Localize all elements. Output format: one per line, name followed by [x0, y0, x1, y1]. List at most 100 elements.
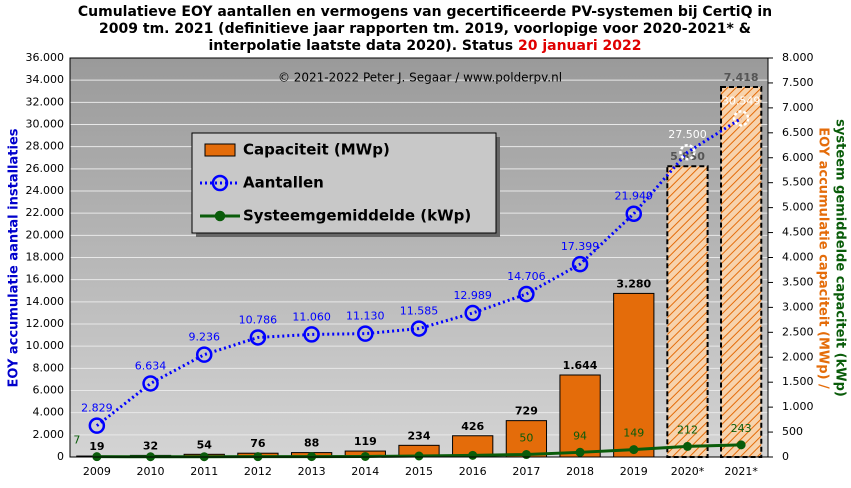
series-point [357, 325, 374, 342]
bar [666, 165, 709, 458]
point-value-label: 21.949 [615, 190, 654, 203]
y2-tick-label: 6.000 [782, 151, 814, 164]
legend-marker [211, 174, 229, 192]
y-tick-label: 12.000 [26, 317, 65, 330]
y2-tick-label: 1.000 [782, 400, 814, 413]
legend-label: Capaciteit (MWp) [243, 141, 390, 159]
y2-tick-label: 6.500 [782, 126, 814, 139]
y-tick-label: 30.000 [26, 118, 65, 131]
x-tick-label: 2020* [671, 465, 705, 478]
y2-tick-label: 3.500 [782, 275, 814, 288]
point-value-label: 9.236 [188, 331, 220, 344]
series-point [464, 304, 481, 322]
title-line: interpolatie laatste data 2020). Status … [208, 38, 641, 54]
y-tick-label: 24.000 [26, 184, 65, 197]
x-tick-label: 2017 [512, 465, 540, 478]
x-tick-label: 2013 [298, 465, 326, 478]
point-value-label: 243 [731, 422, 752, 435]
y2-tick-label: 2.500 [782, 325, 814, 338]
x-tick-label: 2010 [137, 465, 165, 478]
legend-swatch [204, 143, 236, 157]
y2-tick-label: 3.000 [782, 300, 814, 313]
bar-value-label: 7.418 [724, 71, 759, 84]
y-tick-label: 10.000 [26, 339, 65, 352]
y2-tick-label: 5.000 [782, 201, 814, 214]
y-axis-label: EOY accumulatie aantal installaties [7, 128, 22, 387]
bar-value-label: 426 [461, 420, 484, 433]
series-point [249, 329, 267, 346]
series-point [736, 440, 746, 450]
y-tick-label: 0 [57, 450, 64, 463]
series-point [410, 320, 428, 337]
bar-value-label: 19 [89, 440, 104, 453]
bar-value-label: 54 [197, 438, 213, 451]
bar-value-label: 729 [515, 405, 538, 418]
bar-value-label: 1.644 [563, 359, 598, 372]
y2-tick-label: 8.000 [782, 51, 814, 64]
series-point [88, 417, 106, 434]
legend-label: Systeemgemiddelde (kWp) [243, 207, 471, 225]
series-point [360, 451, 370, 461]
bar-value-label: 119 [354, 435, 377, 448]
series-point [303, 326, 320, 343]
y2-tick-label: 4.500 [782, 226, 814, 239]
bar-value-label: 76 [250, 437, 266, 450]
annotation: © 2021-2022 Peter J. Segaar / www.polder… [278, 71, 562, 85]
plot-frame [69, 57, 769, 458]
y-tick-label: 20.000 [26, 228, 65, 241]
point-value-label: 11.060 [292, 310, 331, 323]
legend: Capaciteit (MWp) Aantallen Systeemgemiddel… [191, 132, 500, 237]
series-point [142, 375, 159, 392]
y2-tick-label: 1.500 [782, 375, 814, 388]
y2-tick-label: 5.500 [782, 176, 814, 189]
point-value-label: 2.829 [81, 402, 113, 415]
x-tick-label: 2019 [620, 465, 648, 478]
y-tick-label: 32.000 [26, 95, 65, 108]
point-value-label: 149 [623, 427, 644, 440]
series-point [575, 447, 585, 457]
series-point [414, 451, 424, 461]
series-line [95, 117, 742, 427]
y2-axis-label: EOY accumulatie capaciteit (MWp) / [816, 127, 831, 389]
y2-tick-label: 7.000 [782, 101, 814, 114]
point-value-label: 212 [677, 423, 698, 436]
x-tick-label: 2014 [351, 465, 379, 478]
y-tick-label: 14.000 [26, 295, 65, 308]
bar [720, 86, 763, 458]
point-value-label: 27.500 [668, 128, 707, 141]
bar [559, 374, 601, 458]
y-tick-label: 2.000 [33, 428, 65, 441]
y-tick-label: 36.000 [26, 51, 65, 64]
series-point [195, 346, 213, 363]
point-value-label: 11.130 [346, 310, 385, 323]
series-point [732, 110, 750, 127]
y2-tick-label: 500 [782, 425, 803, 438]
bar-value-label: 3.280 [616, 277, 651, 290]
point-value-label: 14.706 [507, 270, 546, 283]
legend-box [191, 132, 497, 234]
x-tick-label: 2015 [405, 465, 433, 478]
bar [613, 292, 655, 458]
x-tick-label: 2011 [190, 465, 218, 478]
y-tick-label: 6.000 [33, 384, 65, 397]
y-tick-label: 16.000 [26, 273, 65, 286]
series-point [625, 205, 643, 222]
x-tick-label: 2012 [244, 465, 272, 478]
point-value-label: 50 [519, 432, 533, 445]
y-tick-label: 26.000 [26, 162, 65, 175]
title-line: 2009 tm. 2021 (definitieve jaar rapporte… [99, 21, 751, 37]
x-tick-label: 2021* [724, 465, 758, 478]
y-tick-label: 4.000 [33, 406, 65, 419]
series-point [682, 441, 692, 451]
bar-value-label: 234 [408, 429, 431, 442]
series-point [518, 285, 535, 303]
x-tick-label: 2009 [83, 465, 111, 478]
point-value-label: 94 [573, 429, 587, 442]
legend-marker [214, 210, 226, 222]
point-value-label: 12.989 [453, 289, 492, 302]
y2-tick-label: 4.000 [782, 251, 814, 264]
title-text: interpolatie laatste data 2020). Status [208, 38, 518, 54]
y2-tick-label: 7.500 [782, 76, 814, 89]
point-value-label: 10.786 [239, 313, 278, 326]
